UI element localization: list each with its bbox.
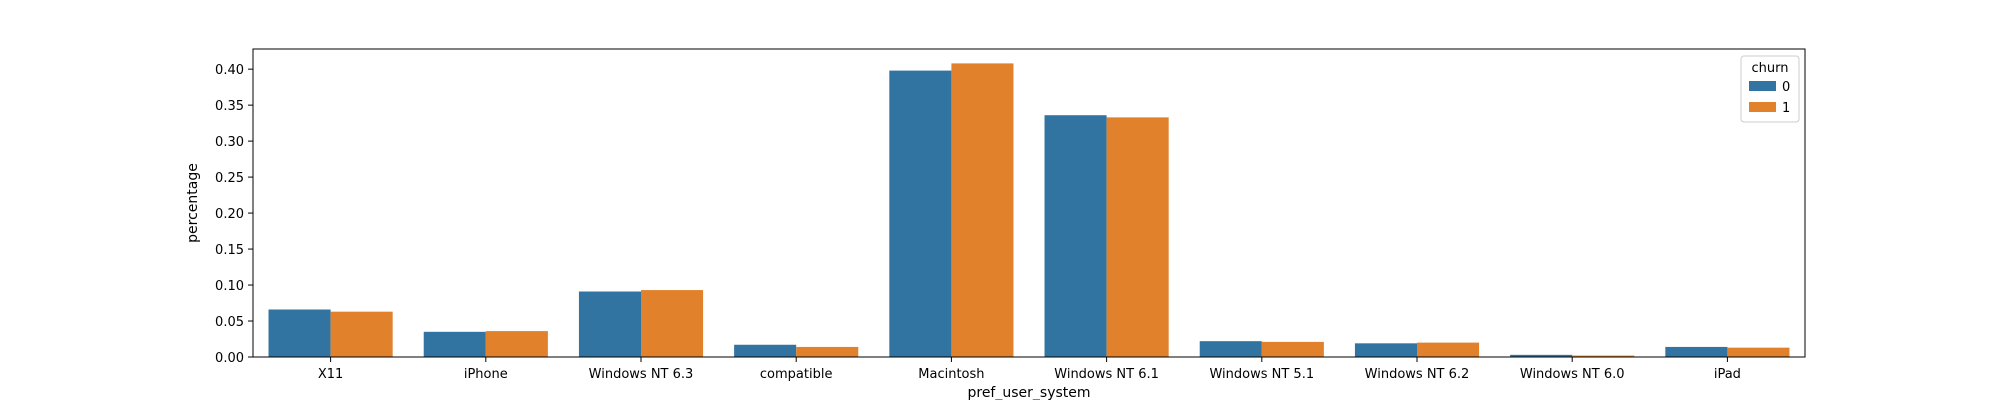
legend-label: 1 (1782, 101, 1790, 116)
plot-frame (252, 48, 1806, 358)
x-tick-label: Windows NT 6.0 (1520, 367, 1625, 382)
y-tick-label: 0.35 (215, 99, 244, 114)
bar-x11-churn-1 (330, 311, 393, 357)
x-tick-label: Windows NT 6.1 (1054, 367, 1159, 382)
y-tick-label: 0.40 (215, 63, 244, 78)
bar-ipad-churn-0 (1665, 346, 1728, 357)
legend-title: churn (1752, 61, 1789, 76)
bar-ipad-churn-1 (1727, 347, 1790, 357)
bar-windows-nt-6-1-churn-0 (1044, 115, 1107, 358)
x-tick-label: Macintosh (918, 367, 984, 382)
y-tick-label: 0.05 (215, 315, 244, 330)
legend-swatch (1749, 102, 1776, 112)
bar-compatible-churn-0 (734, 344, 797, 357)
bars-group (268, 63, 1790, 358)
bar-iphone-churn-0 (423, 331, 486, 357)
bar-windows-nt-5-1-churn-1 (1261, 341, 1324, 357)
bar-windows-nt-6-2-churn-1 (1417, 342, 1480, 357)
bar-windows-nt-6-0-churn-0 (1510, 354, 1573, 357)
y-tick-label: 0.20 (215, 207, 244, 222)
legend-swatch (1749, 81, 1776, 91)
x-tick-label: iPhone (464, 367, 508, 382)
x-tick-label: iPad (1714, 367, 1741, 382)
bar-windows-nt-6-0-churn-1 (1572, 355, 1635, 357)
legend: churn 01 (1740, 55, 1800, 123)
y-axis-label: percentage (185, 163, 201, 243)
y-tick-label: 0.00 (215, 351, 244, 366)
bar-macintosh-churn-0 (889, 70, 952, 358)
x-tick-label: Windows NT 6.3 (589, 367, 694, 382)
bar-compatible-churn-1 (796, 346, 859, 357)
x-tick-label: Windows NT 5.1 (1209, 367, 1314, 382)
y-axis: 0.00 0.05 0.10 0.15 0.20 0.25 0.30 0.35 0.40 (215, 63, 253, 366)
bar-windows-nt-6-1-churn-1 (1106, 117, 1169, 357)
bar-windows-nt-5-1-churn-0 (1199, 341, 1262, 357)
y-tick-label: 0.15 (215, 243, 244, 258)
legend-label: 0 (1782, 80, 1790, 95)
y-tick-label: 0.30 (215, 135, 244, 150)
x-axis: X11 iPhone Windows NT 6.3 compatible Macinto… (318, 357, 1741, 382)
legend-items: 01 (1749, 80, 1790, 116)
bar-iphone-churn-1 (485, 331, 548, 357)
x-axis-label: pref_user_system (967, 385, 1090, 400)
bar-windows-nt-6-3-churn-1 (641, 290, 704, 357)
bar-windows-nt-6-2-churn-0 (1354, 343, 1417, 357)
x-tick-label: Windows NT 6.2 (1365, 367, 1470, 382)
y-tick-label: 0.10 (215, 279, 244, 294)
bar-x11-churn-0 (268, 309, 331, 357)
bar-macintosh-churn-1 (951, 63, 1014, 358)
y-tick-label: 0.25 (215, 171, 244, 186)
bar-windows-nt-6-3-churn-0 (578, 291, 641, 357)
x-tick-label: X11 (318, 367, 343, 382)
x-tick-label: compatible (760, 367, 833, 382)
